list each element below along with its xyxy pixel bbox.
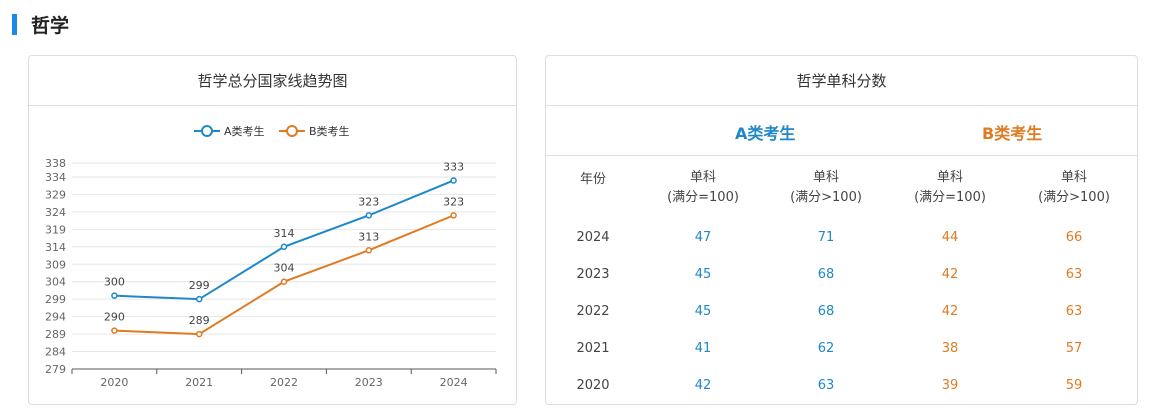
data-label: 313 (358, 230, 379, 243)
table-cell-b2: 66 (1065, 230, 1083, 245)
table-cell-b1: 44 (941, 230, 959, 245)
col-b2-header: 单科 (满分>100) (1019, 168, 1129, 208)
y-tick-label: 284 (45, 346, 66, 359)
y-tick-label: 319 (45, 223, 66, 236)
table-cell-year: 2021 (576, 341, 610, 356)
y-tick-label: 338 (45, 157, 66, 170)
col-b1-header-line2: (满分=100) (914, 190, 986, 205)
table-cell-year: 2024 (576, 230, 610, 245)
y-tick-label: 329 (45, 188, 66, 201)
section-header: 哲学 (12, 12, 70, 37)
table-panel-title: 哲学单科分数 (546, 56, 1137, 106)
table-cell-b1: 42 (941, 304, 959, 319)
y-tick-label: 294 (45, 311, 66, 324)
y-tick-label: 289 (45, 328, 66, 341)
table-cell-a2: 71 (817, 230, 835, 245)
x-tick-label: 2022 (270, 376, 298, 389)
data-point (111, 327, 118, 334)
table-cell-a1: 45 (694, 267, 712, 282)
data-point (111, 292, 118, 299)
data-point (365, 247, 373, 254)
data-point (365, 212, 373, 219)
data-label: 333 (443, 160, 464, 173)
group-b-label: B类考生 (982, 124, 1043, 143)
table-cell-b1: 38 (941, 341, 959, 356)
y-tick-label: 309 (45, 258, 66, 271)
group-a-label: A类考生 (735, 124, 796, 143)
col-a2-header-line1: 单科 (812, 170, 839, 185)
legend-marker (201, 125, 213, 137)
data-label: 323 (443, 195, 464, 208)
data-label: 299 (189, 279, 210, 292)
col-b1-header-line1: 单科 (936, 170, 963, 185)
table-cell-b2: 63 (1065, 304, 1083, 319)
data-point (450, 212, 457, 219)
data-label: 314 (274, 227, 295, 240)
y-tick-label: 304 (45, 276, 66, 289)
table-cell-a1: 45 (694, 304, 712, 319)
y-tick-label: 334 (45, 171, 66, 184)
table-cell-a2: 62 (817, 341, 835, 356)
data-point (450, 177, 457, 184)
y-tick-label: 299 (45, 293, 66, 306)
y-tick-label: 279 (45, 363, 66, 376)
section-accent-bar (12, 13, 17, 35)
table-cell-year: 2020 (576, 378, 610, 393)
legend-label: A类考生 (224, 124, 265, 138)
section-title: 哲学 (31, 14, 70, 37)
chart-panel-title: 哲学总分国家线趋势图 (29, 56, 516, 106)
col-a1-header-line1: 单科 (689, 170, 716, 185)
legend-marker (286, 125, 298, 137)
table-cell-year: 2023 (576, 267, 610, 282)
y-tick-label: 314 (45, 241, 66, 254)
data-label: 300 (104, 276, 125, 289)
trend-chart-panel: 哲学总分国家线趋势图 279 284 289 294 299 304 309 314 319 32… (28, 55, 517, 405)
table-cell-a1: 47 (694, 230, 712, 245)
table-cell-b2: 57 (1065, 341, 1083, 356)
data-label: 323 (358, 195, 379, 208)
table-cell-b2: 63 (1065, 267, 1083, 282)
y-tick-label: 324 (45, 206, 66, 219)
col-b2-header-line1: 单科 (1060, 170, 1087, 185)
data-point (280, 243, 288, 251)
table-cell-a1: 41 (694, 341, 712, 356)
year-column-header: 年份 (579, 172, 606, 187)
legend-label: B类考生 (309, 124, 350, 138)
single-subject-panel: 哲学单科分数 A类考生 B类考生 年份 单科 (满分=100) 单科 (满分>1… (545, 55, 1138, 405)
data-point (195, 295, 203, 303)
table-cell-a2: 68 (817, 304, 835, 319)
col-b2-header-line2: (满分>100) (1038, 190, 1110, 205)
x-tick-label: 2024 (440, 376, 468, 389)
data-label: 290 (104, 311, 125, 324)
table-cell-b2: 59 (1065, 378, 1083, 393)
table-cell-year: 2022 (576, 304, 610, 319)
col-a1-header: 单科 (满分=100) (648, 168, 758, 208)
data-point (195, 330, 203, 338)
data-point (280, 278, 288, 285)
table-cell-a1: 42 (694, 378, 712, 393)
x-tick-label: 2021 (185, 376, 213, 389)
table-cell-b1: 42 (941, 267, 959, 282)
group-header-row: A类考生 B类考生 (546, 106, 1137, 156)
data-label: 289 (189, 314, 210, 327)
data-label: 304 (274, 262, 295, 275)
col-a2-header-line2: (满分>100) (790, 190, 862, 205)
table-cell-b1: 39 (941, 378, 959, 393)
table-cell-a2: 68 (817, 267, 835, 282)
col-a1-header-line2: (满分=100) (667, 190, 739, 205)
col-a2-header: 单科 (满分>100) (771, 168, 881, 208)
x-tick-label: 2023 (355, 376, 383, 389)
col-b1-header: 单科 (满分=100) (895, 168, 1005, 208)
x-tick-label: 2020 (100, 376, 128, 389)
table-cell-a2: 63 (817, 378, 835, 393)
